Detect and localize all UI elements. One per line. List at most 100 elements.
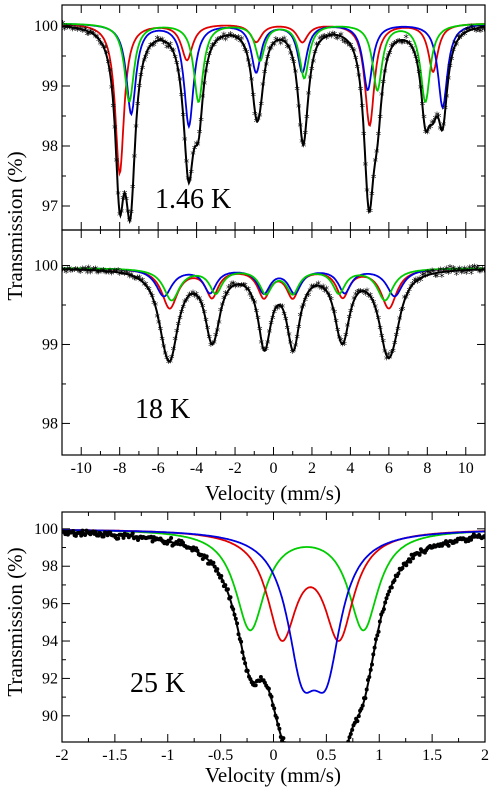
data-point bbox=[248, 677, 253, 682]
data-point: * bbox=[394, 38, 400, 51]
data-point: * bbox=[124, 194, 130, 207]
data-point: * bbox=[426, 124, 432, 137]
data-point: * bbox=[115, 265, 121, 278]
y-tick-label: 98 bbox=[42, 415, 58, 432]
data-point: * bbox=[228, 281, 234, 294]
data-point: * bbox=[166, 357, 172, 370]
data-point: * bbox=[285, 323, 291, 336]
data-point: * bbox=[250, 90, 256, 103]
data-point: * bbox=[355, 287, 361, 300]
data-point: * bbox=[154, 311, 160, 324]
data-point: * bbox=[109, 269, 115, 282]
data-point: * bbox=[180, 110, 186, 123]
data-point: * bbox=[75, 265, 81, 278]
data-point: * bbox=[411, 276, 417, 289]
data-point: * bbox=[70, 265, 76, 278]
data-point: * bbox=[132, 274, 138, 287]
data-point: * bbox=[470, 24, 476, 37]
data-point: * bbox=[302, 128, 308, 141]
data-point bbox=[404, 563, 409, 568]
data-point: * bbox=[99, 40, 105, 53]
x-tick-label: -2 bbox=[228, 460, 241, 477]
data-point: * bbox=[327, 291, 333, 304]
data-point: * bbox=[405, 289, 411, 302]
data-point: * bbox=[288, 48, 294, 61]
data-point: * bbox=[202, 79, 208, 92]
data-point: * bbox=[438, 123, 444, 136]
data-point: * bbox=[350, 44, 356, 57]
data-point: * bbox=[171, 344, 177, 357]
data-point: * bbox=[333, 33, 339, 46]
data-point: * bbox=[369, 294, 375, 307]
data-point: * bbox=[442, 267, 448, 280]
data-point: * bbox=[420, 99, 426, 112]
data-point: * bbox=[110, 101, 116, 114]
data-point: * bbox=[465, 24, 471, 37]
data-point: * bbox=[428, 268, 434, 281]
data-point bbox=[228, 595, 233, 600]
y-tick-label: 98 bbox=[42, 138, 58, 155]
data-point: * bbox=[195, 293, 201, 306]
data-point: * bbox=[138, 70, 144, 83]
data-point: * bbox=[262, 345, 268, 358]
data-point: * bbox=[329, 294, 335, 307]
x-tick-label: -10 bbox=[71, 460, 92, 477]
data-point: * bbox=[158, 35, 164, 48]
data-point: * bbox=[436, 111, 442, 124]
data-point: * bbox=[259, 99, 265, 112]
data-point: * bbox=[174, 58, 180, 71]
data-point bbox=[377, 619, 382, 624]
data-point: * bbox=[221, 30, 227, 43]
data-point: * bbox=[392, 38, 398, 51]
data-point: * bbox=[177, 75, 183, 88]
data-point: * bbox=[337, 31, 343, 44]
data-point: * bbox=[371, 297, 377, 310]
data-point: * bbox=[374, 307, 380, 320]
data-point: * bbox=[366, 291, 372, 304]
data-point: * bbox=[252, 109, 258, 122]
data-point: * bbox=[400, 38, 406, 51]
data-point bbox=[211, 560, 216, 565]
data-point: * bbox=[304, 112, 310, 125]
data-point: * bbox=[250, 295, 256, 308]
data-point bbox=[212, 564, 217, 569]
data-point: * bbox=[403, 293, 409, 306]
data-point: * bbox=[110, 267, 116, 280]
data-point bbox=[272, 706, 277, 711]
data-point: * bbox=[104, 48, 110, 61]
data-point: * bbox=[263, 344, 269, 357]
data-point: * bbox=[293, 67, 299, 80]
data-point: * bbox=[301, 301, 307, 314]
data-point: * bbox=[270, 39, 276, 52]
data-point: * bbox=[94, 31, 100, 44]
data-point: * bbox=[254, 116, 260, 129]
data-point: * bbox=[239, 33, 245, 46]
data-point: * bbox=[376, 129, 382, 142]
data-point: * bbox=[335, 325, 341, 338]
data-point: * bbox=[325, 31, 331, 44]
data-point: * bbox=[400, 304, 406, 317]
data-point: * bbox=[148, 289, 154, 302]
data-point: * bbox=[150, 291, 156, 304]
data-point: * bbox=[185, 174, 191, 187]
x-tick-label: 1.5 bbox=[422, 747, 442, 764]
data-point: * bbox=[242, 45, 248, 58]
data-point bbox=[366, 678, 370, 682]
data-point: * bbox=[198, 297, 204, 310]
data-point: * bbox=[416, 273, 422, 286]
data-point: * bbox=[330, 29, 336, 42]
data-point: * bbox=[117, 209, 123, 222]
data-point: * bbox=[93, 31, 99, 44]
data-point: * bbox=[211, 40, 217, 53]
data-point: * bbox=[291, 345, 297, 358]
data-point: * bbox=[372, 156, 378, 169]
data-point: * bbox=[444, 264, 450, 277]
data-point bbox=[387, 589, 392, 594]
data-point: * bbox=[193, 139, 199, 152]
data-point bbox=[396, 571, 401, 576]
data-point: * bbox=[411, 48, 417, 61]
data-point: * bbox=[112, 123, 118, 136]
data-point: * bbox=[366, 206, 372, 219]
data-point: * bbox=[348, 40, 354, 53]
data-point: * bbox=[272, 307, 278, 320]
